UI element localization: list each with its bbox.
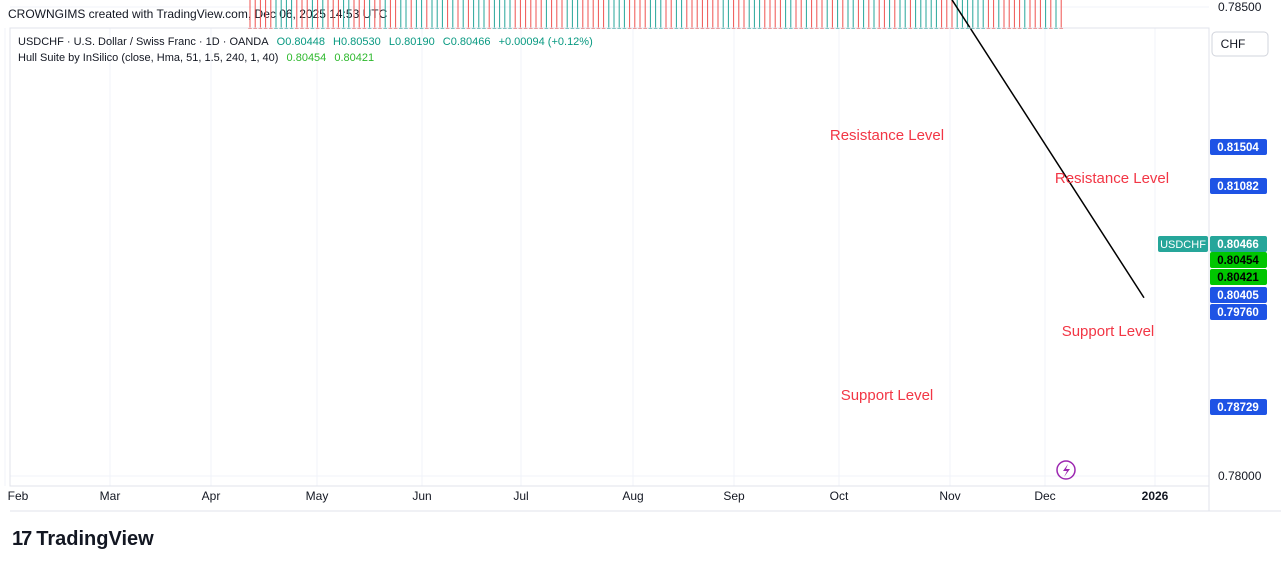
price-tag-label: 0.79760 <box>1217 307 1259 319</box>
indicator-value-2: 0.80421 <box>334 52 375 64</box>
x-tick-label: Apr <box>202 489 221 503</box>
x-tick-label: Feb <box>8 489 29 503</box>
symbol-title: USDCHF · U.S. Dollar / Swiss Franc · 1D … <box>18 36 269 48</box>
x-tick-label: Mar <box>100 489 121 503</box>
trendline[interactable] <box>636 0 1145 299</box>
x-tick-label: Dec <box>1034 489 1055 503</box>
annotation-label: Support Level <box>841 387 934 404</box>
y-tick-label: 0.78000 <box>1218 469 1262 483</box>
legend-indicator-row: Hull Suite by InSilico (close, Hma, 51, … <box>18 52 379 64</box>
brand-name: TradingView <box>36 528 154 550</box>
x-tick-label: May <box>306 489 329 503</box>
symbol-price-tag <box>1158 236 1208 252</box>
chart-header: CROWNGIMS created with TradingView.com, … <box>8 7 388 21</box>
x-tick-label: Nov <box>939 489 960 503</box>
price-tag <box>1210 269 1267 285</box>
x-tick-label: Sep <box>723 489 745 503</box>
symbol-tag-label: USDCHF <box>1160 239 1206 251</box>
indicator-value-1: 0.80454 <box>286 52 327 64</box>
price-tag <box>1210 399 1267 415</box>
tv-logo-icon: 17 <box>12 528 32 550</box>
price-tag <box>1210 178 1267 194</box>
currency-box[interactable] <box>1211 31 1269 57</box>
tradingview-logo: 17 TradingView <box>12 528 154 551</box>
currency-label: CHF <box>1221 37 1246 51</box>
lightning-icon[interactable] <box>1056 460 1076 480</box>
price-tag <box>1210 287 1267 303</box>
x-tick-label: Jun <box>412 489 431 503</box>
annotation-label: Resistance Level <box>1055 170 1169 187</box>
price-tag <box>1210 139 1267 155</box>
candles <box>248 0 1063 29</box>
trendline-line[interactable] <box>636 0 1145 299</box>
price-tag-label: 0.80454 <box>1217 255 1259 267</box>
ohlc-close: C0.80466 <box>442 36 491 48</box>
lightning-glyph <box>1063 464 1070 477</box>
x-tick-label: Aug <box>622 489 643 503</box>
ohlc-open: O0.80448 <box>276 36 325 48</box>
price-tag-label: 0.80421 <box>1217 272 1259 284</box>
price-tag-label: 0.81082 <box>1217 181 1259 193</box>
annotations: Resistance Level Resistance Level Support … <box>830 127 1169 404</box>
ohlc-high: H0.80530 <box>333 36 381 48</box>
price-tag-label: 0.80466 <box>1217 239 1259 251</box>
ohlc-change: +0.00094 (+0.12%) <box>498 36 593 48</box>
x-tick-label: Jul <box>513 489 528 503</box>
price-tag <box>1210 236 1267 252</box>
grid <box>4 6 1209 486</box>
price-labels: USDCHF 0.80466 0.80454 0.80421 0.80405 0.8150… <box>1158 139 1267 415</box>
annotation-label: Support Level <box>1062 323 1155 340</box>
axes: CHF0.820000.815000.810000.805000.800000.… <box>8 0 1281 512</box>
indicator-title: Hull Suite by InSilico (close, Hma, 51, … <box>18 52 279 64</box>
price-tag-label: 0.81504 <box>1217 142 1259 154</box>
y-tick-label: 0.78500 <box>1218 0 1262 14</box>
x-tick-label: Oct <box>830 489 849 503</box>
price-tag <box>1210 252 1267 268</box>
x-tick-label: 2026 <box>1142 489 1169 503</box>
legend-symbol-row: USDCHF · U.S. Dollar / Swiss Franc · 1D … <box>18 36 598 48</box>
plot-frame <box>9 27 1210 487</box>
price-tag-label: 0.78729 <box>1217 402 1259 414</box>
price-tag <box>1210 304 1267 320</box>
ohlc-low: L0.80190 <box>388 36 435 48</box>
annotation-label: Resistance Level <box>830 127 944 144</box>
price-tag-label: 0.80405 <box>1217 290 1259 302</box>
